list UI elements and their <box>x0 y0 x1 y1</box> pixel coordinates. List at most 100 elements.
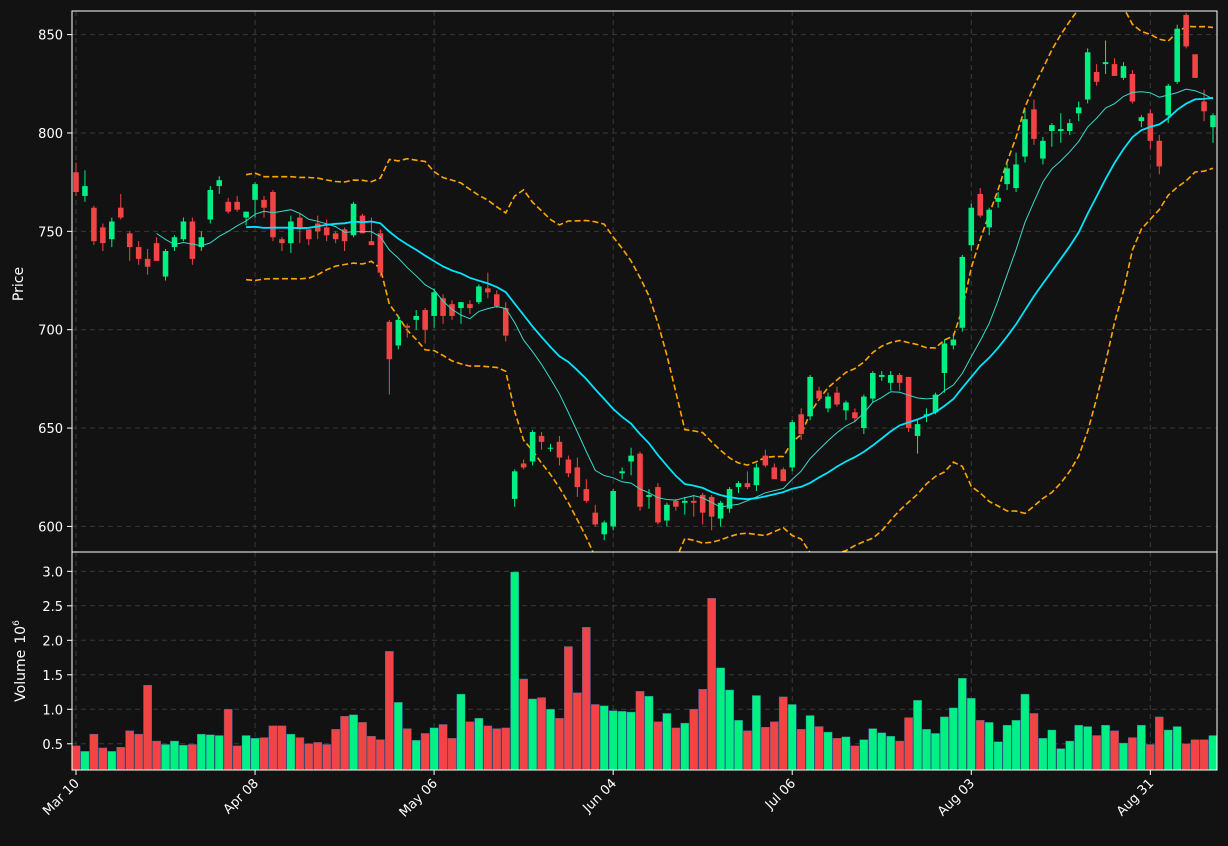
candle <box>440 294 446 324</box>
candle <box>198 231 205 252</box>
volume-bar <box>913 700 922 771</box>
candle-body <box>726 489 733 509</box>
candle-body <box>753 467 760 486</box>
candle <box>350 201 357 238</box>
volume-bar <box>1065 740 1075 771</box>
candle <box>735 481 742 493</box>
price-y-tick-label: 750 <box>38 225 63 240</box>
volume-bar <box>653 721 663 771</box>
volume-bar <box>966 698 976 771</box>
candle <box>1013 152 1019 192</box>
candle-body <box>547 447 554 449</box>
candle <box>986 207 992 236</box>
volume-bar <box>277 725 287 771</box>
candle <box>243 211 249 226</box>
volume-bar <box>1083 726 1092 771</box>
candle-body <box>323 227 330 236</box>
candle-body <box>789 422 795 468</box>
volume-bar <box>519 678 528 771</box>
volume-bar <box>564 646 573 771</box>
candle-body <box>762 455 769 466</box>
candle <box>744 471 751 490</box>
candle <box>529 430 536 466</box>
volume-bar <box>707 598 716 771</box>
volume-y-tick-label: 1.5 <box>42 669 63 684</box>
candle <box>628 447 634 476</box>
candle-body <box>288 221 294 244</box>
candle <box>288 215 294 253</box>
candle-body <box>1058 129 1064 132</box>
volume-bar <box>456 693 466 771</box>
volume-bar <box>635 691 645 771</box>
candle-body <box>144 258 151 267</box>
candle-body <box>959 256 966 328</box>
candle <box>1040 136 1046 165</box>
volume-bar <box>313 742 323 771</box>
candle <box>126 231 133 261</box>
volume-bar <box>107 751 117 771</box>
volume-bar <box>385 651 394 771</box>
candle <box>1192 54 1198 78</box>
candle <box>1174 24 1180 84</box>
volume-bar <box>474 718 484 771</box>
candle-body <box>870 372 876 399</box>
candle-body <box>664 504 670 521</box>
volume-bar <box>411 740 421 771</box>
volume-bar <box>116 747 126 771</box>
candle <box>816 386 822 401</box>
volume-bar <box>205 734 215 771</box>
candle <box>547 443 554 452</box>
price-y-tick-label: 850 <box>38 29 63 44</box>
candle-body <box>171 237 178 248</box>
volume-bar <box>1011 720 1021 771</box>
volume-bar <box>958 678 967 771</box>
candle <box>162 249 169 281</box>
volume-y-tick-label: 3.0 <box>42 565 63 580</box>
volume-bar <box>922 729 931 771</box>
candle <box>619 467 625 480</box>
volume-bar <box>895 740 904 771</box>
candle-body <box>583 489 590 501</box>
candle-body <box>126 233 133 248</box>
volume-bar <box>492 728 502 771</box>
candle-body <box>1066 123 1073 132</box>
candle <box>664 502 670 527</box>
candle <box>1120 62 1127 80</box>
candle-body <box>502 308 509 336</box>
candle <box>341 227 348 252</box>
volume-bar <box>1101 724 1110 771</box>
volume-bar <box>537 697 546 771</box>
volume-bar <box>134 733 143 771</box>
volume-axis-label-text: Volume <box>13 650 29 702</box>
volume-bar <box>1128 737 1137 771</box>
candle-body <box>950 339 957 346</box>
volume-bar <box>975 720 985 771</box>
candle-body <box>905 376 912 429</box>
volume-bar <box>850 745 860 771</box>
volume-bar <box>170 740 179 771</box>
candle <box>82 170 88 202</box>
volume-y-tick-label: 2.0 <box>42 634 63 649</box>
candle-body <box>82 186 88 196</box>
candle <box>726 487 733 513</box>
candle-body <box>977 193 984 216</box>
volume-bar <box>1199 739 1209 771</box>
candle <box>941 339 948 393</box>
volume-bar <box>904 717 913 771</box>
volume-bar <box>743 730 752 771</box>
candle <box>780 467 787 482</box>
volume-bar <box>402 728 412 771</box>
candle-body <box>216 180 223 187</box>
candle <box>225 197 231 214</box>
candle-body <box>735 483 742 488</box>
volume-bar <box>447 738 457 771</box>
candle <box>977 188 984 218</box>
candle <box>807 374 813 421</box>
volume-bar <box>214 735 224 771</box>
candle-body <box>646 494 652 497</box>
volume-bar <box>698 689 708 771</box>
candle <box>610 489 616 531</box>
volume-bar <box>80 751 90 771</box>
candle-body <box>350 203 357 236</box>
